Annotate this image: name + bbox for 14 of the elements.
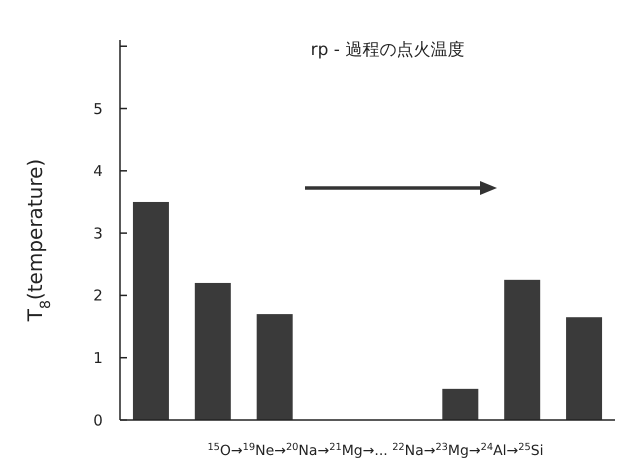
bar [566,317,602,420]
y-tick-label: 5 [93,100,103,118]
bar [256,314,293,420]
chart-title: rp - 過程の点火温度 [310,40,464,60]
y-tick-label: 3 [93,224,103,242]
y-tick-label: 4 [93,162,103,180]
y-tick-label: 0 [93,411,103,430]
y-tick-label: 2 [93,286,103,305]
bar [442,388,478,420]
bar [132,202,169,420]
bar [194,282,231,420]
y-tick-label: 1 [93,348,103,367]
text: $^{15}$O→$^{19}$Ne→$^{20}$Na→$^{21}$Mg→... $^{22}$Na→$^{23}$Mg→$^{24}$Al→$^{25}$Si [207,442,544,459]
bar [504,280,540,420]
